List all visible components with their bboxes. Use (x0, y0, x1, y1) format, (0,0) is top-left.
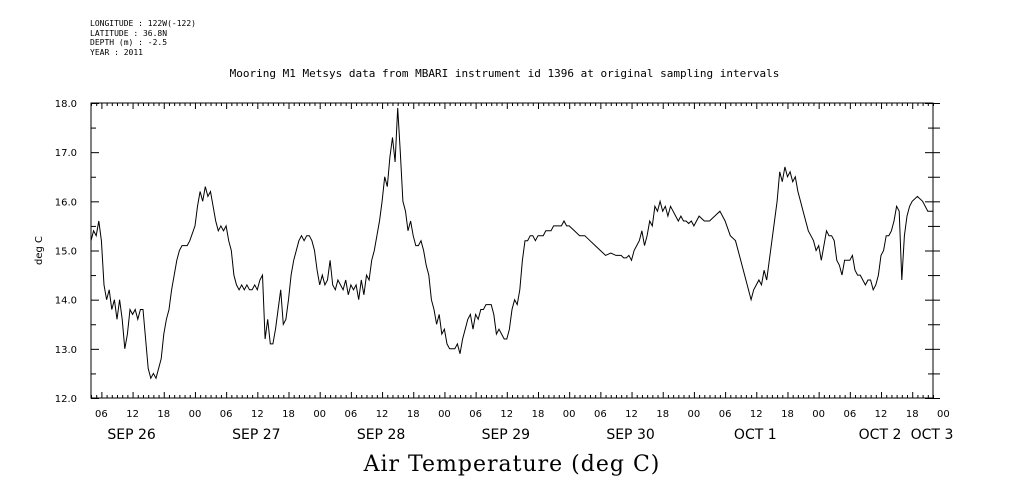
plot-frame (90, 102, 934, 399)
x-tick-label: 18 (656, 409, 669, 420)
y-tick-label: 17.0 (55, 148, 77, 159)
x-tick-label: 12 (875, 409, 888, 420)
x-tick-label: 12 (750, 409, 763, 420)
x-date-label: SEP 28 (357, 427, 405, 443)
longitude-line: LONGITUDE : 122W(-122) (90, 19, 196, 28)
y-tick-label: 16.0 (55, 197, 77, 208)
x-tick-label: 00 (189, 409, 202, 420)
y-tick-label: 12.0 (55, 394, 77, 405)
x-tick-label: 06 (594, 409, 607, 420)
x-tick-label: 12 (251, 409, 264, 420)
chart-canvas: 06 12 18 00 06 12 18 00 06 12 18 00 06 12 18 00 06 12 18 00… (34, 99, 954, 443)
chart-title: Mooring M1 Metsys data from MBARI instru… (229, 67, 780, 80)
x-tick-label: 12 (376, 409, 389, 420)
x-tick-label: 00 (937, 409, 950, 420)
x-date-label: OCT 1 (734, 427, 777, 443)
x-tick-label: 12 (625, 409, 638, 420)
x-tick-label: 12 (126, 409, 139, 420)
year-line: YEAR : 2011 (90, 47, 143, 57)
x-date-label: SEP 29 (482, 427, 530, 443)
x-axis-label: Air Temperature (deg C) (363, 452, 661, 477)
metadata-block: LONGITUDE : 122W(-122) LATITUDE : 36.8N … (90, 19, 196, 57)
x-tick-label: 00 (438, 409, 451, 420)
y-tick-label: 18.0 (55, 99, 77, 110)
y-tick-label: 14.0 (55, 296, 77, 307)
x-tick-label: 18 (532, 409, 545, 420)
x-tick-label: 18 (407, 409, 420, 420)
x-tick-label: 06 (843, 409, 856, 420)
temperature-series-line (90, 107, 933, 380)
x-tick-label: 06 (345, 409, 358, 420)
x-tick-label: 18 (906, 409, 919, 420)
x-tick-label: 00 (563, 409, 576, 420)
x-tick-label: 18 (282, 409, 295, 420)
x-tick-label: 18 (781, 409, 794, 420)
x-date-label: SEP 27 (232, 427, 280, 443)
y-axis-label: deg C (34, 236, 45, 265)
x-tick-label: 06 (719, 409, 732, 420)
x-tick-label: 06 (220, 409, 233, 420)
y-tick-label: 13.0 (55, 345, 77, 356)
x-tick-label: 00 (812, 409, 825, 420)
x-date-label: OCT 3 (911, 427, 954, 443)
x-tick-label: 06 (469, 409, 482, 420)
x-tick-label: 18 (157, 409, 170, 420)
latitude-line: LATITUDE : 36.8N (90, 28, 168, 38)
y-tick-label: 15.0 (55, 247, 77, 258)
x-date-label: OCT 2 (859, 427, 902, 443)
depth-line: DEPTH (m) : -2.5 (90, 38, 168, 47)
x-tick-label: 00 (313, 409, 326, 420)
x-date-label: SEP 26 (107, 427, 156, 443)
x-tick-label: 12 (500, 409, 513, 420)
x-tick-label: 06 (95, 409, 108, 420)
x-tick-label: 00 (688, 409, 701, 420)
x-date-label: SEP 30 (606, 427, 654, 443)
